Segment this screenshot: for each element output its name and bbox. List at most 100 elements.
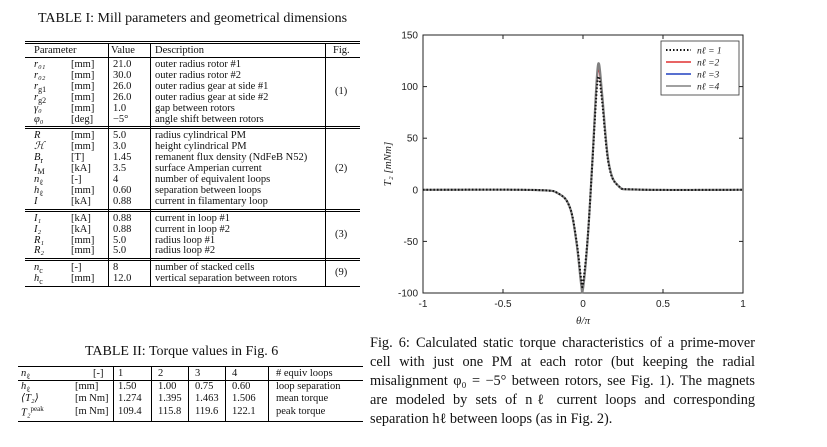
table2-value: 0.75	[195, 380, 214, 392]
table-column-rule	[325, 43, 326, 287]
y-tick-label: -100	[398, 289, 418, 300]
param-description: vertical separation between rotors	[155, 273, 297, 285]
table1-caption: TABLE I: Mill parameters and geometrical…	[38, 11, 348, 26]
table2-value: 1.50	[118, 380, 137, 392]
param-unit: [mm]	[71, 141, 95, 153]
param-symbol: hc	[34, 273, 43, 287]
param-symbol: nℓ	[34, 174, 44, 188]
table1: Parameter Value Description Fig. r₀₁ [mm] 21.0…	[25, 35, 370, 335]
param-symbol: R₁	[34, 234, 45, 246]
param-value: 5.0	[113, 245, 127, 257]
param-description: angle shift between rotors	[155, 113, 264, 125]
table2-symbol: ⟨T₂⟩	[21, 393, 39, 404]
table1-header-cell: Value	[111, 45, 135, 56]
param-symbol: r₀₂	[34, 69, 46, 81]
table2-value: 1.274	[118, 393, 142, 404]
param-value: 0.88	[113, 195, 132, 207]
table2-unit: [mm]	[75, 380, 99, 392]
param-unit: [-]	[71, 174, 82, 185]
param-description: number of equivalent loops	[155, 174, 271, 185]
param-symbol: φ₀	[34, 113, 44, 125]
table2-col-header: 2	[158, 368, 164, 379]
param-value: 30.0	[113, 69, 132, 81]
table2-value: 115.8	[158, 405, 182, 417]
param-value: 12.0	[113, 273, 132, 285]
table2-col-header: 3	[195, 368, 201, 379]
param-unit: [kA]	[71, 163, 91, 175]
param-value: −5°	[113, 113, 129, 125]
x-tick-label: -1	[419, 299, 428, 310]
y-axis-label: T₂ [mNm]	[382, 142, 394, 186]
table1-header-cell: Parameter	[34, 45, 77, 56]
param-value: 0.60	[113, 184, 132, 196]
param-value: 0.88	[113, 212, 132, 224]
param-description: gap between rotors	[155, 102, 235, 114]
table2-value: 1.463	[195, 393, 219, 404]
table2-value: 109.4	[118, 405, 142, 417]
param-description: remanent flux density (NdFeB N52)	[155, 152, 308, 164]
table-rule	[18, 421, 363, 422]
table-rule	[25, 286, 360, 288]
table2-symbol: T₂peak	[21, 404, 44, 419]
param-unit: [mm]	[71, 234, 95, 246]
param-value: 5.0	[113, 130, 127, 142]
chart-legend: nℓ = 1 nℓ =2 nℓ =3 nℓ =4	[660, 40, 740, 96]
param-description: outer radius gear at side #1	[155, 80, 269, 92]
param-description: radius loop #2	[155, 245, 216, 257]
table2-description: mean torque	[276, 393, 329, 404]
param-symbol: nc	[34, 262, 43, 276]
table-rule	[25, 258, 360, 260]
param-symbol: r₀₁	[34, 59, 46, 70]
x-tick-label: 1	[740, 299, 746, 310]
torque-chart: 150 100 50 0 -50 -100-1 -0.5 0 0.5 1 θ/π T₂ [mNm] nℓ…	[382, 31, 746, 328]
table2-value: 1.00	[158, 380, 177, 392]
table-column-rule	[151, 366, 152, 421]
y-tick-label: 100	[401, 82, 418, 93]
param-unit: [mm]	[71, 273, 95, 285]
fig-reference: (9)	[335, 267, 348, 279]
param-description: height cylindrical PM	[155, 141, 247, 153]
param-value: 5.0	[113, 234, 127, 246]
x-axis-label: θ/π	[576, 315, 590, 327]
y-tick-label: 150	[401, 31, 418, 42]
table-column-rule	[108, 43, 109, 287]
param-symbol: R	[34, 130, 41, 142]
param-unit: [mm]	[71, 91, 95, 103]
param-value: 3.0	[113, 141, 127, 153]
param-description: separation between loops	[155, 184, 262, 196]
param-description: outer radius rotor #1	[155, 59, 242, 70]
fig-reference: (2)	[335, 162, 348, 174]
table-rule	[18, 366, 363, 367]
table2-description: peak torque	[276, 405, 326, 417]
table2-caption: TABLE II: Torque values in Fig. 6	[85, 344, 279, 359]
table-rule	[25, 43, 360, 44]
table2-value: 1.506	[232, 393, 256, 404]
param-symbol: R₂	[34, 245, 45, 257]
param-value: 8	[113, 262, 119, 274]
param-description: outer radius rotor #2	[155, 69, 242, 81]
table-rule	[25, 57, 360, 58]
table-rule	[25, 210, 360, 212]
param-description: outer radius gear at side #2	[155, 91, 269, 103]
table2-desc-header: # equiv loops	[276, 368, 333, 379]
table-column-rule	[150, 43, 151, 287]
param-unit: [mm]	[71, 102, 95, 114]
x-tick-label: 0	[580, 299, 586, 310]
param-description: current in filamentary loop	[155, 195, 268, 207]
figure-caption: Fig. 6: Calculated static torque charact…	[370, 335, 755, 427]
param-value: 26.0	[113, 91, 132, 103]
fig-reference: (1)	[335, 85, 348, 97]
param-symbol: I₂	[34, 223, 42, 235]
table-rule	[25, 128, 360, 130]
table2-value: 122.1	[232, 405, 256, 417]
table1-header-cell: Description	[155, 45, 204, 56]
param-symbol: I	[34, 195, 38, 207]
param-value: 26.0	[113, 80, 132, 92]
param-unit: [mm]	[71, 130, 95, 142]
legend-label: nℓ =4	[697, 83, 719, 93]
table2-unit: [m Nm]	[75, 405, 109, 417]
param-symbol: IM	[34, 163, 45, 177]
param-symbol: rg1	[34, 80, 47, 94]
table2-value: 119.6	[195, 405, 219, 417]
table2-symbol: nℓ	[21, 368, 31, 382]
